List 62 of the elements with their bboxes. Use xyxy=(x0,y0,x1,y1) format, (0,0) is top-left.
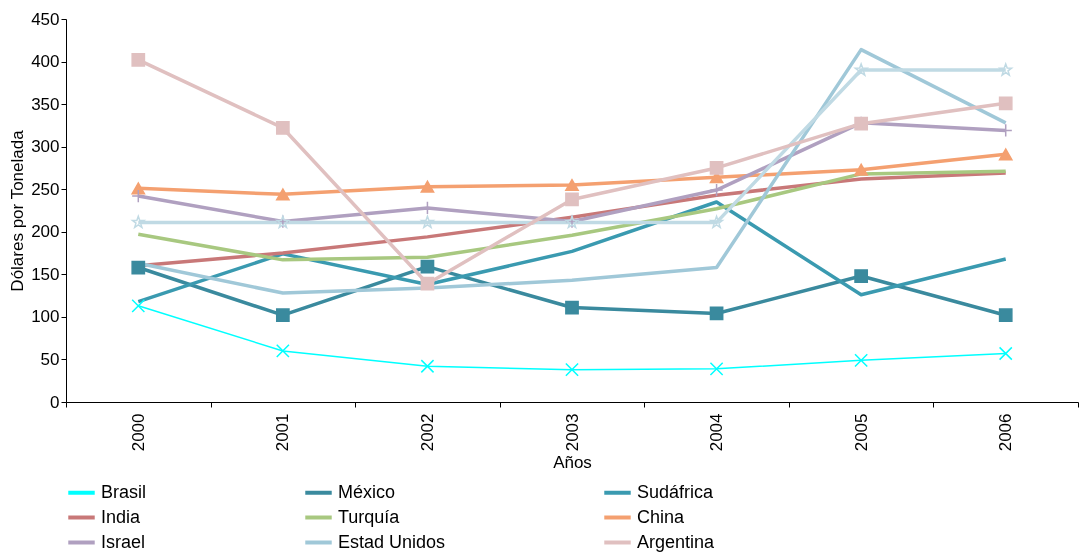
legend-label: Estad Unidos xyxy=(338,531,446,552)
point xyxy=(854,269,869,283)
legend-label: China xyxy=(637,506,686,527)
point xyxy=(131,298,146,313)
legend-label: Brasil xyxy=(101,481,147,502)
point xyxy=(420,180,435,193)
point xyxy=(131,260,146,275)
point xyxy=(131,182,146,195)
point xyxy=(709,306,724,321)
x-tick-label: 2002 xyxy=(417,413,437,452)
point xyxy=(998,308,1013,323)
y-tick-label: 100 xyxy=(31,307,60,327)
y-tick-label: 250 xyxy=(31,179,60,199)
x-axis-title: Años xyxy=(553,453,592,473)
legend-label: Turquía xyxy=(338,506,401,527)
legend-label: Sudáfrica xyxy=(637,481,715,502)
point xyxy=(854,353,869,368)
point xyxy=(420,359,435,374)
point xyxy=(131,52,146,67)
y-tick-label: 50 xyxy=(40,349,60,369)
point xyxy=(275,344,290,358)
y-tick-label: 300 xyxy=(31,137,60,157)
x-tick-label: 2001 xyxy=(273,413,293,452)
point xyxy=(999,63,1013,76)
point xyxy=(131,189,146,203)
y-axis-title: Dólares por Tonelada xyxy=(8,129,28,292)
y-tick-label: 150 xyxy=(31,264,60,284)
line-series xyxy=(136,200,1008,304)
point xyxy=(710,215,724,229)
point xyxy=(275,121,290,135)
point xyxy=(420,215,434,229)
point xyxy=(565,192,579,207)
x-tick-label: 2006 xyxy=(996,413,1016,452)
x-tick-label: 2004 xyxy=(707,413,727,452)
point xyxy=(854,163,869,176)
point xyxy=(275,308,290,323)
point xyxy=(854,63,868,76)
y-tick-label: 0 xyxy=(50,392,60,412)
point xyxy=(709,183,724,197)
point xyxy=(565,178,579,192)
point xyxy=(131,215,145,229)
point xyxy=(998,96,1013,111)
point xyxy=(420,259,435,274)
y-tick-label: 200 xyxy=(31,222,60,242)
legend-label: India xyxy=(101,506,142,527)
point xyxy=(709,361,724,376)
legend-label: Israel xyxy=(101,531,146,552)
legend-label: Argentina xyxy=(637,531,716,552)
point xyxy=(420,276,435,291)
point xyxy=(998,148,1013,161)
legend-label: México xyxy=(338,481,396,502)
x-tick-label: 2000 xyxy=(128,413,148,452)
point xyxy=(998,346,1013,361)
y-tick-label: 400 xyxy=(31,52,60,72)
y-tick-label: 450 xyxy=(31,9,60,29)
x-tick-label: 2005 xyxy=(851,413,871,452)
point xyxy=(565,362,579,377)
point xyxy=(565,300,579,315)
x-tick-label: 2003 xyxy=(562,413,582,452)
y-tick-label: 350 xyxy=(31,94,60,114)
point xyxy=(275,188,290,201)
point xyxy=(709,161,724,175)
